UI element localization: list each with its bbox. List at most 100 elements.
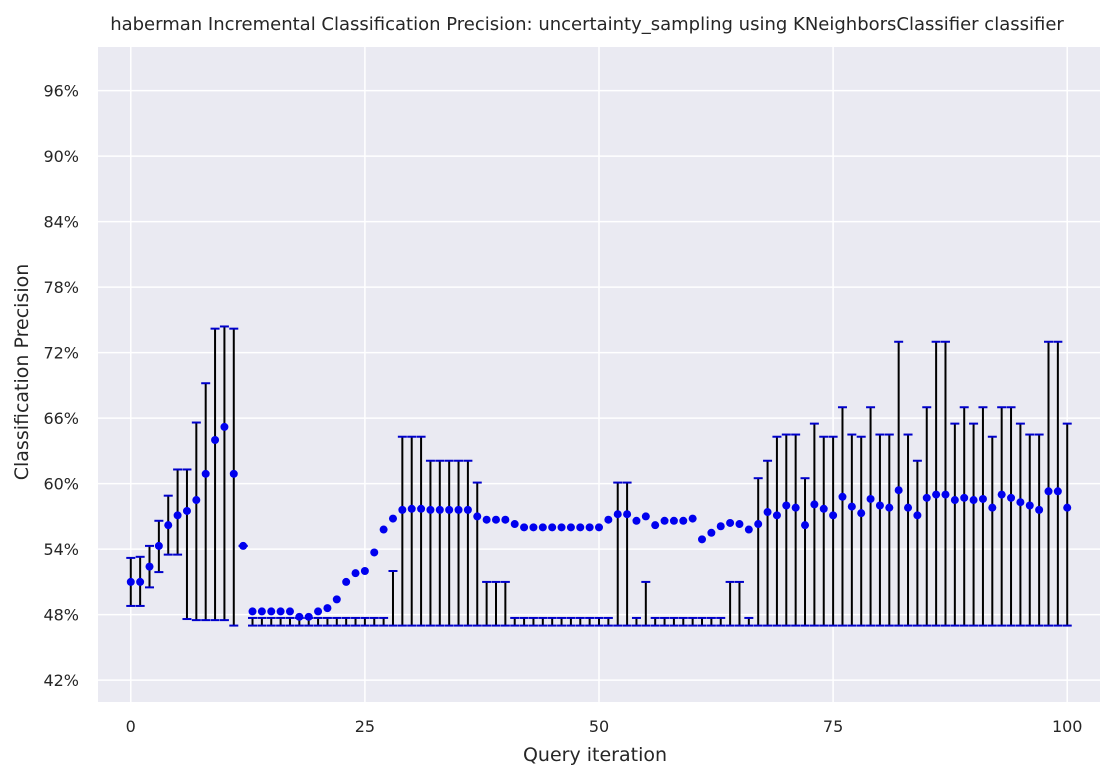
y-tick-label: 72% — [43, 344, 79, 363]
data-point — [538, 523, 547, 532]
data-point — [454, 505, 463, 514]
data-point — [735, 520, 744, 529]
data-point — [960, 493, 969, 502]
data-point — [276, 607, 285, 616]
data-point — [314, 607, 323, 616]
data-point — [173, 511, 182, 520]
data-point — [332, 595, 341, 604]
data-point — [239, 541, 248, 550]
data-point — [660, 516, 669, 525]
y-tick-label: 54% — [43, 540, 79, 559]
data-point — [379, 525, 388, 534]
data-point — [997, 490, 1006, 499]
data-point — [894, 486, 903, 495]
data-point — [801, 521, 810, 530]
data-point — [744, 525, 753, 534]
data-points — [126, 422, 1072, 621]
data-point — [819, 504, 828, 513]
data-point — [866, 494, 875, 503]
data-point — [763, 508, 772, 517]
data-point — [922, 493, 931, 502]
data-point — [829, 511, 838, 520]
data-point — [154, 541, 163, 550]
data-point — [407, 504, 416, 513]
data-point — [267, 607, 276, 616]
data-point — [566, 523, 575, 532]
data-point — [1025, 501, 1034, 510]
y-tick-label: 60% — [43, 475, 79, 494]
data-point — [857, 509, 866, 518]
data-point — [211, 436, 220, 444]
x-tick-label: 75 — [823, 717, 843, 736]
data-point — [576, 523, 585, 532]
data-point — [342, 577, 351, 586]
data-point — [229, 469, 238, 478]
data-point — [669, 516, 678, 525]
data-point — [360, 567, 369, 575]
grid-lines — [98, 47, 1100, 702]
data-point — [285, 607, 294, 616]
x-tick-label: 0 — [126, 717, 136, 736]
data-point — [595, 523, 603, 532]
data-point — [885, 503, 894, 512]
data-point — [548, 523, 557, 532]
data-point — [791, 503, 800, 512]
data-point — [716, 522, 725, 531]
data-point — [950, 496, 959, 505]
data-point — [370, 548, 379, 557]
data-point — [145, 562, 154, 571]
data-point — [782, 501, 791, 510]
data-point — [435, 505, 444, 514]
data-point — [772, 511, 781, 520]
data-point — [838, 492, 847, 501]
data-point — [182, 506, 191, 515]
data-point — [585, 523, 594, 532]
x-tick-label: 25 — [355, 717, 375, 736]
data-point — [707, 528, 716, 537]
data-point — [557, 523, 566, 532]
data-point — [463, 505, 472, 514]
data-point — [295, 612, 304, 621]
data-point — [201, 469, 210, 478]
data-point — [501, 515, 510, 524]
data-point — [248, 607, 257, 616]
data-point — [623, 510, 632, 519]
y-tick-label: 90% — [43, 147, 79, 166]
data-point — [847, 502, 856, 511]
data-point — [810, 500, 819, 509]
data-point — [491, 515, 500, 524]
data-point — [417, 504, 426, 513]
data-point — [520, 523, 529, 532]
x-tick-label: 100 — [1052, 717, 1083, 736]
data-point — [988, 503, 997, 512]
data-point — [257, 607, 266, 616]
y-tick-label: 84% — [43, 213, 79, 232]
data-point — [510, 520, 519, 529]
data-point — [1053, 487, 1062, 496]
data-point — [126, 577, 135, 586]
data-point — [482, 515, 491, 524]
data-point — [904, 503, 913, 512]
data-point — [164, 521, 173, 530]
y-axis-label: Classification Precision — [11, 264, 33, 481]
data-point — [913, 511, 922, 520]
data-point — [529, 523, 538, 532]
data-point — [1016, 498, 1025, 507]
data-point — [679, 516, 688, 525]
data-point — [698, 535, 707, 544]
data-point — [136, 577, 145, 586]
x-tick-label: 50 — [589, 717, 609, 736]
y-tick-label: 42% — [43, 671, 79, 690]
data-point — [1035, 505, 1044, 514]
data-point — [651, 521, 660, 530]
data-point — [351, 569, 360, 578]
data-point — [388, 514, 397, 523]
chart-title: haberman Incremental Classification Prec… — [110, 14, 1064, 35]
data-point — [969, 496, 978, 505]
y-tick-label: 78% — [43, 278, 79, 297]
data-point — [1007, 493, 1016, 502]
data-point — [220, 422, 229, 431]
data-point — [726, 518, 735, 527]
data-point — [1044, 487, 1053, 496]
